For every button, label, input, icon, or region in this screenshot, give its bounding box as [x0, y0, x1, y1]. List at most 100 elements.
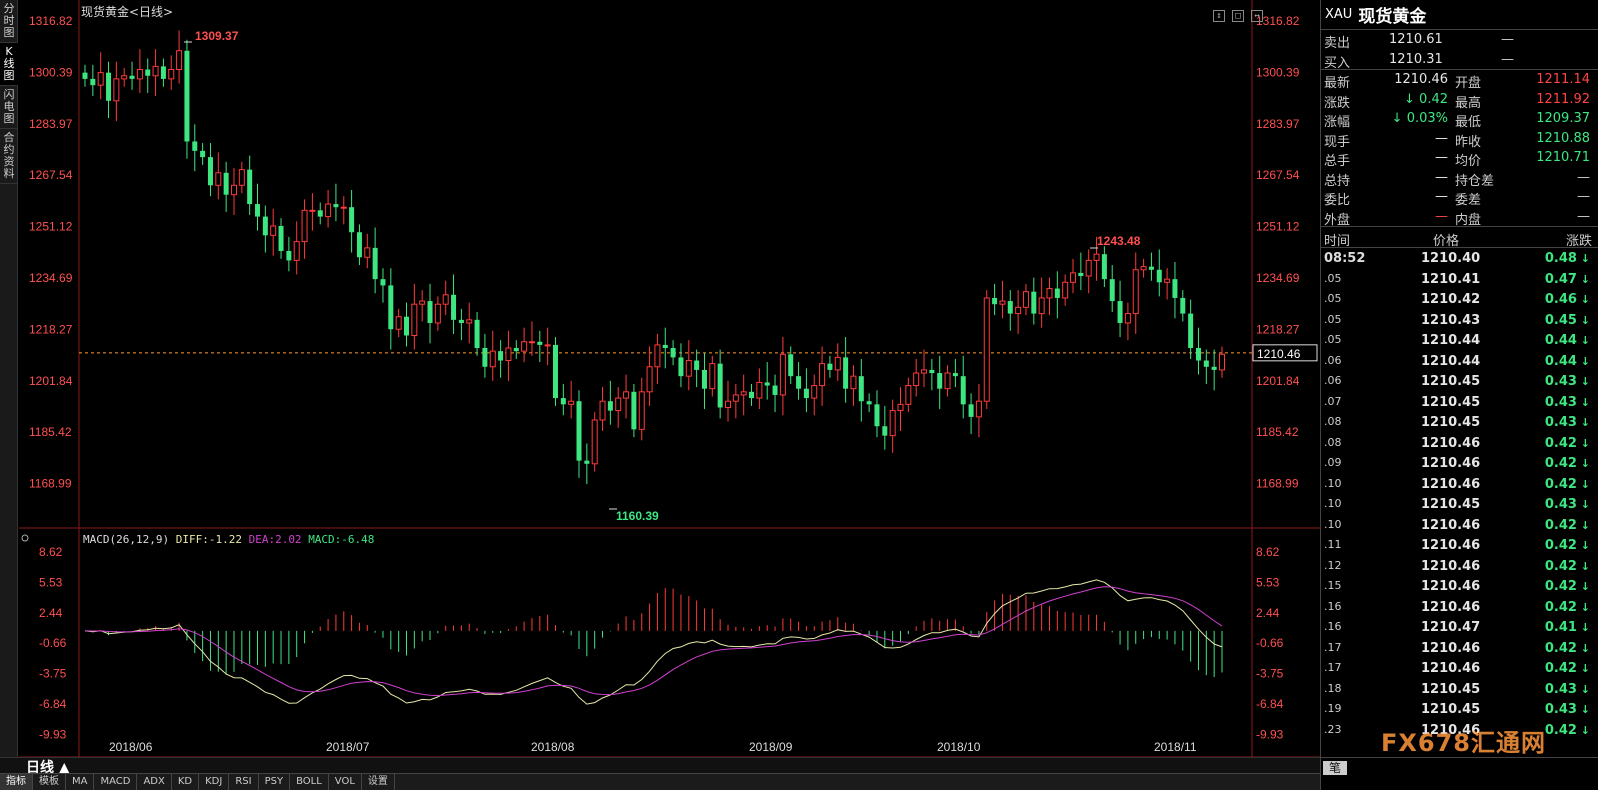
tab-contract-info[interactable]: 合约资料 [0, 129, 18, 184]
tick-time: .06 [1324, 374, 1342, 387]
candle-body [325, 203, 332, 218]
tick-change: 0.43 [1544, 497, 1577, 512]
tick-time: .05 [1324, 333, 1342, 346]
indicator-psy[interactable]: PSY [259, 774, 291, 790]
candle-body [230, 184, 237, 196]
low-annotation: 1160.39 [616, 509, 659, 523]
indicator-settings[interactable]: 设置 [362, 774, 395, 790]
tick-time: .10 [1324, 476, 1342, 490]
period-selector[interactable]: 日线 ▲ [26, 760, 70, 776]
expand-horizontal-icon[interactable]: ↔ [1251, 10, 1264, 22]
candle-body [1078, 272, 1084, 277]
tick-price: 1210.45 [1421, 394, 1481, 410]
candle-body [623, 391, 630, 399]
macd-tick-left: -9.93 [39, 727, 67, 741]
buy-row: 买入 1210.31 — [1321, 50, 1598, 71]
candle-body [803, 388, 809, 399]
indicator-bar: 指标 模板 MA MACD ADX KD KDJ RSI PSY BOLL VO… [0, 773, 1320, 790]
kline-chart-area[interactable]: 1316.82 1316.82 1300.39 1300.39 1283.97 1283.… [19, 0, 1320, 773]
down-arrow-icon: ↓ [1576, 477, 1590, 491]
date-tick: 2018/10 [937, 740, 981, 754]
tick-change: 0.43 [1544, 394, 1577, 410]
candle-body [646, 366, 653, 393]
candle-body [1046, 288, 1053, 299]
indicator-macd[interactable]: MACD [94, 774, 138, 790]
candle-body [788, 354, 794, 377]
indicator-vol[interactable]: VOL [329, 774, 362, 790]
tick-row: .19 1210.45 0.43 ↓ [1321, 699, 1598, 720]
expand-vertical-icon[interactable]: ↕ [1213, 10, 1225, 22]
date-tick: 2018/08 [531, 740, 575, 754]
quote-label: 最新 [1324, 76, 1351, 91]
tick-time: .06 [1324, 353, 1342, 367]
candle-body [983, 297, 990, 402]
quote-label: 最高 [1455, 95, 1482, 111]
candle-body [858, 376, 864, 402]
date-tick: 2018/11 [1154, 740, 1197, 754]
indicator-adx[interactable]: ADX [137, 774, 172, 790]
candle-body [584, 460, 590, 464]
candle-body [905, 385, 912, 405]
candle-body [498, 351, 504, 361]
candle-body [850, 375, 857, 390]
down-arrow-icon: ↓ [1576, 375, 1590, 388]
candle-body [740, 391, 747, 396]
chart-title: 现货黄金<日线> [81, 5, 174, 19]
tab-kline[interactable]: K线图 [0, 43, 18, 86]
tick-price: 1210.44 [1421, 353, 1481, 369]
tick-row: .05 1210.41 0.47 ↓ [1321, 269, 1598, 290]
candle-body [215, 172, 222, 186]
quote-label: 涨幅 [1324, 115, 1351, 130]
indicator-tab-template[interactable]: 模板 [33, 774, 66, 790]
candle-body [528, 341, 535, 344]
quote-label: 内盘 [1455, 212, 1482, 228]
tab-intraday[interactable]: 分时图 [0, 0, 18, 43]
macd-tick-right: 5.53 [1256, 575, 1280, 589]
indicator-boll[interactable]: BOLL [290, 774, 329, 790]
price-tick-left: 1201.84 [29, 374, 73, 388]
tick-row: .05 1210.43 0.45 ↓ [1321, 310, 1598, 331]
macd-tick-left: 2.44 [39, 606, 63, 620]
high-annotation: 1309.37 [195, 29, 239, 43]
tick-time: .10 [1324, 517, 1342, 531]
tick-row: .23 1210.46 0.42 ↓ [1321, 720, 1598, 741]
candle-body [395, 316, 402, 330]
candle-body [419, 300, 426, 305]
date-axis-bar: 日线 ▲ [0, 757, 1320, 776]
down-arrow-icon: ↓ [1576, 252, 1590, 265]
candle-body [678, 357, 684, 377]
candle-body [929, 369, 935, 374]
candle-body [591, 419, 598, 465]
candle-body [1172, 279, 1178, 298]
indicator-ma[interactable]: MA [66, 774, 95, 790]
indicator-rsi[interactable]: RSI [229, 774, 259, 790]
indicator-kd[interactable]: KD [172, 774, 200, 790]
tick-list[interactable]: 08:52 1210.40 0.48 ↓ .05 1210.41 0.47 ↓ .05 121… [1321, 248, 1598, 740]
quote-label: 开盘 [1455, 76, 1482, 91]
candle-body [1164, 278, 1171, 283]
restore-icon[interactable]: □ [1232, 10, 1245, 22]
kline-chart-svg[interactable]: 1316.82 1316.82 1300.39 1300.39 1283.97 1283.… [19, 0, 1320, 773]
tick-time: .05 [1324, 292, 1342, 305]
indicator-tab-indicator[interactable]: 指标 [0, 774, 33, 790]
down-arrow-icon: ↓ [1576, 436, 1590, 450]
tick-row: .08 1210.46 0.42 ↓ [1321, 433, 1598, 454]
quote-row: 涨跌 ↓ 0.42 最高 1211.92 [1321, 90, 1598, 111]
price-tick-left: 1168.99 [29, 477, 72, 491]
sell-row: 卖出 1210.61 — [1321, 30, 1598, 51]
candle-body [889, 410, 896, 437]
bi-button[interactable]: 笔 [1323, 761, 1348, 775]
quote-label: 委比 [1324, 193, 1351, 208]
quote-row: 总手 — 均价 1210.71 [1321, 148, 1598, 169]
tick-change: 0.43 [1544, 374, 1577, 389]
candle-body [1062, 281, 1069, 299]
indicator-kdj[interactable]: KDJ [199, 774, 230, 790]
candle-body [1180, 297, 1186, 314]
tick-change: 0.47 [1544, 271, 1577, 287]
candle-body [262, 216, 268, 236]
candle-body [749, 391, 755, 399]
tick-row: .12 1210.46 0.42 ↓ [1321, 556, 1598, 577]
quote-value: 1211.92 [1536, 91, 1590, 107]
candle-body [811, 385, 818, 399]
tab-flash[interactable]: 闪电图 [0, 86, 18, 129]
